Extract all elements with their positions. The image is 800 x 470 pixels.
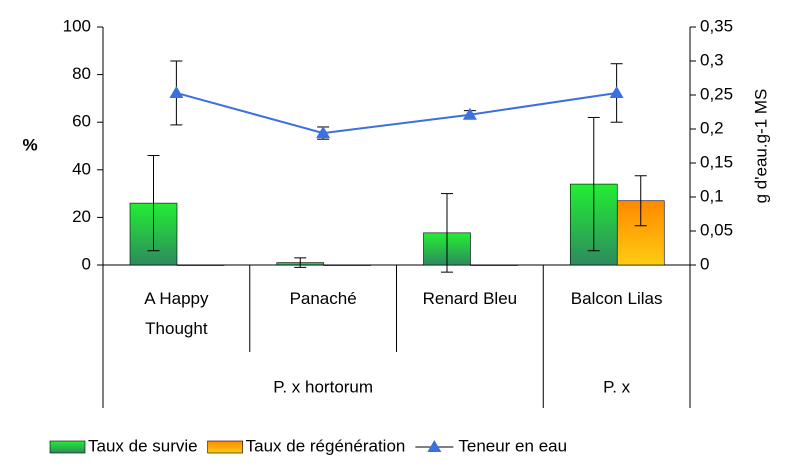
line-series <box>176 91 617 135</box>
legend-label: Teneur en eau <box>458 436 567 455</box>
y-tick-label: 20 <box>72 207 91 226</box>
x-tick-label: Panaché <box>289 289 357 308</box>
y-tick-label: 80 <box>72 64 91 83</box>
y-tick-label: 40 <box>72 159 91 178</box>
y-tick-label: 60 <box>72 112 91 131</box>
line-marker <box>169 85 184 98</box>
x-tick-label: A Happy Thought <box>144 289 209 338</box>
y2-axis-label: g d'eau.g-1 MS <box>751 89 770 204</box>
x-tick-label-box: Balcon Lilas <box>570 289 663 308</box>
bar <box>323 264 372 266</box>
legend-label: Taux de régénération <box>246 436 406 455</box>
x-tick-label-box: Panaché <box>289 289 357 308</box>
y2-tick-label: 0,1 <box>700 186 724 205</box>
y2-tick-label: 0,2 <box>700 118 724 137</box>
legend-label: Taux de survie <box>88 436 198 455</box>
x-tick-label-box: Renard Bleu <box>422 289 518 308</box>
y2-tick-label: 0 <box>700 254 709 273</box>
line-marker <box>609 85 624 98</box>
y-tick-label: 100 <box>63 16 91 35</box>
x-tick-label-box: A Happy Thought <box>144 289 209 338</box>
y2-tick-label: 0,3 <box>700 50 724 69</box>
legend-swatch <box>49 440 86 454</box>
legend-swatch <box>207 440 243 454</box>
group-label: P. x hortorum <box>273 377 373 396</box>
y2-tick-label: 0,25 <box>700 84 733 103</box>
line-marker <box>316 126 331 139</box>
bar <box>176 264 225 266</box>
y-axis-label: % <box>22 135 37 154</box>
y2-tick-label: 0,35 <box>700 16 733 35</box>
x-tick-label: Renard Bleu <box>422 289 518 308</box>
y2-tick-label: 0,05 <box>700 220 733 239</box>
x-tick-label: Balcon Lilas <box>570 289 663 308</box>
y-tick-label: 0 <box>82 254 91 273</box>
y2-tick-label: 0,15 <box>700 152 733 171</box>
legend-marker <box>427 440 442 452</box>
group-label: P. x <box>603 377 631 396</box>
line-marker <box>462 107 477 120</box>
bar <box>470 264 518 266</box>
